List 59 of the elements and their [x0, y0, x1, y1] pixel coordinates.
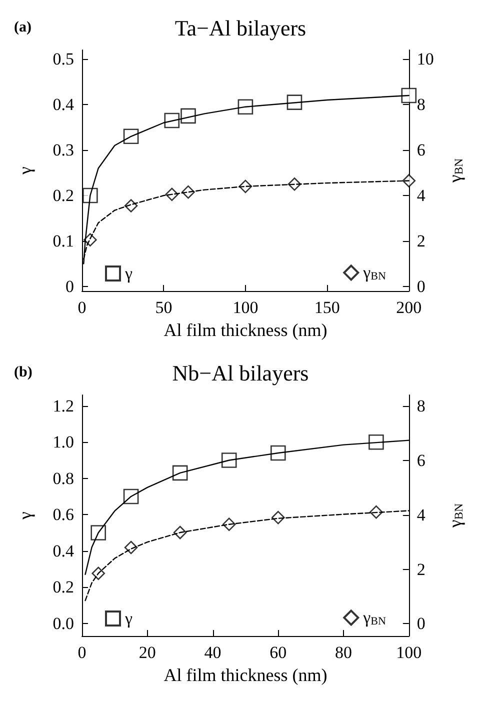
- y-tick-label: 1.2: [52, 396, 74, 416]
- y-tick-label: 0.3: [52, 140, 74, 160]
- x-tick-label: 40: [204, 643, 222, 662]
- y2-tick-label: 2: [416, 560, 426, 579]
- y2-tick-label: 4: [416, 186, 426, 206]
- x-tick-label: 60: [270, 643, 287, 662]
- y-tick-label: 0.2: [52, 186, 74, 206]
- y2-tick-label: 8: [416, 95, 426, 114]
- point: [123, 128, 139, 144]
- x-tick-label: 150: [314, 298, 340, 317]
- x-axis-title: Al film thickness (nm): [164, 320, 328, 340]
- x-tick-label: 200: [396, 298, 422, 317]
- y2-tick-label: 2: [416, 231, 426, 250]
- y-tick-label: 0.4: [52, 95, 74, 114]
- y2-tick-label: 4: [416, 505, 426, 524]
- chart-title: Nb−Al bilayers: [172, 360, 309, 386]
- y2-tick-label: 0: [416, 276, 426, 296]
- x-tick-label: 80: [335, 643, 352, 662]
- y-axis-title: γ: [15, 166, 35, 176]
- y-tick-label: 0.5: [52, 50, 74, 69]
- legend-label: γ: [124, 609, 133, 628]
- y2-tick-label: 0: [416, 614, 426, 634]
- point: [221, 452, 237, 468]
- x-tick-label: 0: [78, 643, 86, 662]
- y2-tick-label: 6: [416, 140, 426, 160]
- point: [270, 445, 286, 461]
- y2-axis-title: γBN: [444, 502, 466, 529]
- point: [368, 434, 384, 450]
- legend-label: γBN: [362, 608, 386, 628]
- point: [401, 88, 417, 104]
- chart-title: Ta−Al bilayers: [174, 16, 306, 40]
- y2-tick-label: 6: [416, 450, 426, 470]
- y-tick-label: 0.4: [52, 541, 74, 560]
- x-tick-label: 100: [396, 643, 422, 662]
- point: [164, 112, 180, 128]
- point: [238, 99, 254, 114]
- x-tick-label: 50: [155, 298, 172, 317]
- y-tick-label: 0.8: [52, 468, 74, 488]
- x-tick-label: 0: [78, 298, 86, 317]
- y-tick-label: 0.6: [52, 505, 74, 524]
- point: [180, 108, 196, 124]
- y2-tick-label: 10: [416, 50, 434, 69]
- x-axis-title: Al film thickness (nm): [164, 665, 328, 685]
- point: [286, 94, 302, 110]
- x-tick-label: 100: [232, 298, 258, 317]
- text: (b): [14, 364, 32, 380]
- y-tick-label: 0: [66, 276, 74, 296]
- y-axis-title: γ: [15, 511, 35, 520]
- legend-label: γ: [124, 264, 133, 283]
- y-tick-label: 0.2: [52, 578, 74, 597]
- legend-label: γBN: [362, 263, 386, 282]
- y-tick-label: 0.0: [52, 614, 74, 633]
- text: (a): [14, 20, 32, 36]
- y2-tick-label: 8: [416, 396, 426, 416]
- y-tick-label: 1.0: [52, 432, 74, 452]
- x-tick-label: 20: [138, 643, 156, 662]
- y2-axis-title: γBN: [444, 158, 466, 184]
- point: [82, 188, 98, 204]
- y-tick-label: 0.1: [52, 231, 74, 250]
